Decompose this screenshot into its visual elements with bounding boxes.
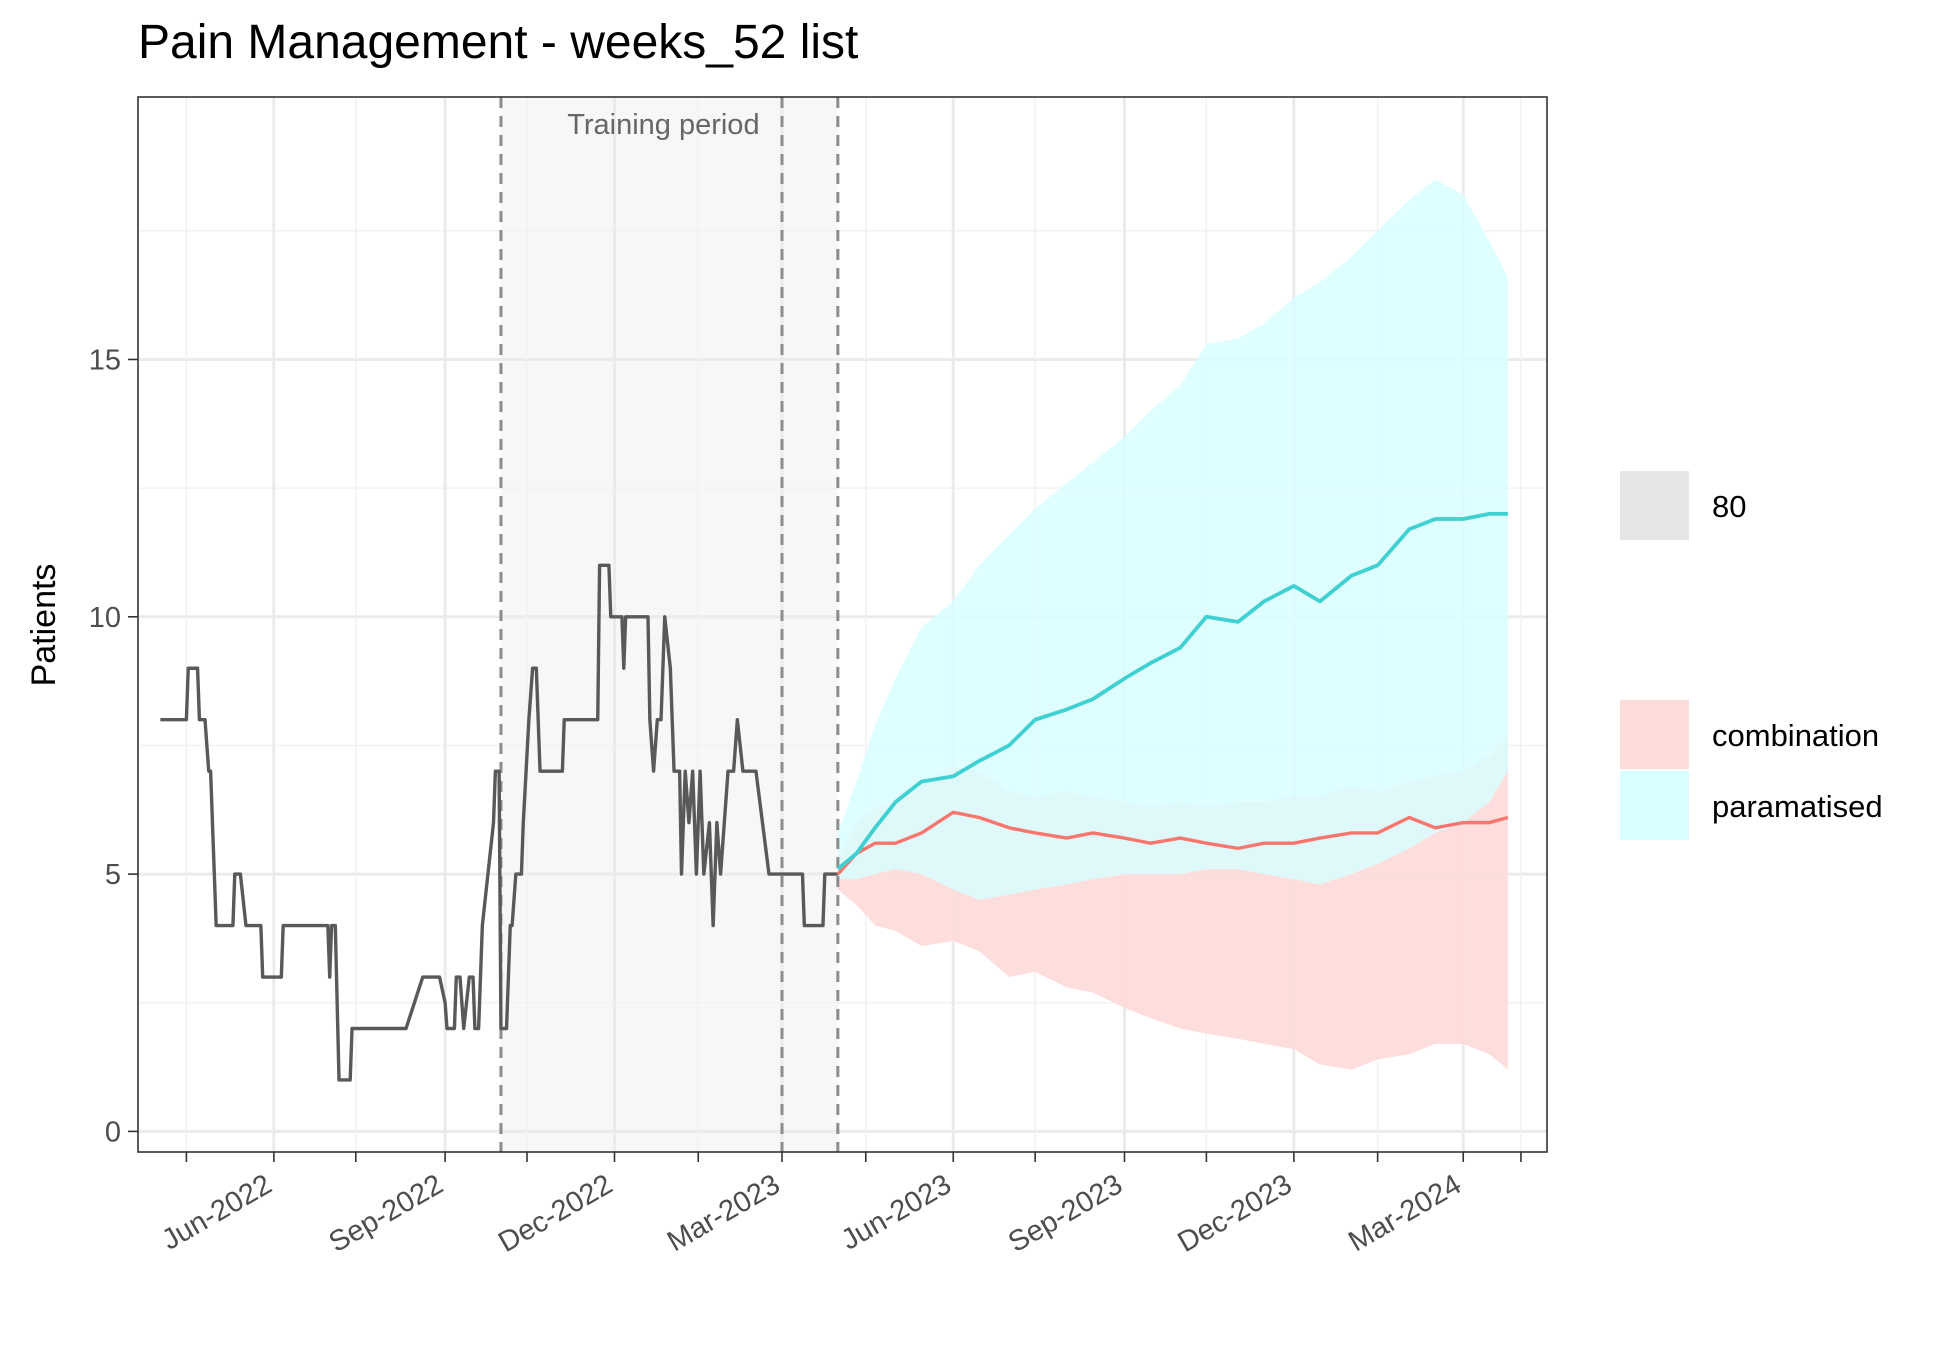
training-period-shade (500, 97, 838, 1152)
x-tick-label: Mar-2024 (1343, 1168, 1466, 1258)
x-tick-label: Dec-2022 (493, 1168, 618, 1259)
x-tick-label: Jun-2022 (157, 1168, 278, 1256)
y-tick-label: 5 (105, 859, 121, 891)
paramatised-interval-band (837, 179, 1508, 900)
legend-key-paramatised (1620, 771, 1689, 840)
interval-bands (837, 179, 1508, 1070)
x-axis: Jun-2022 Sep-2022 Dec-2022 Mar-2023 Jun-2023… (157, 1152, 1522, 1259)
paramatised-line (836, 511, 1508, 871)
training-period-label: Training period (567, 109, 759, 141)
legend-label-paramatised: paramatised (1712, 789, 1883, 824)
plot-panel: Training period (137, 96, 1548, 1153)
x-tick-label: Sep-2023 (1003, 1168, 1128, 1259)
legend-label-interval: 80 (1712, 489, 1746, 524)
y-axis-label: Patients (25, 564, 63, 687)
legend-label-combination: combination (1712, 718, 1879, 753)
y-axis: 0 5 10 15 (89, 344, 138, 1148)
x-tick-label: Sep-2022 (324, 1168, 449, 1259)
training-shade-rect (500, 97, 838, 1152)
y-tick-label: 15 (89, 344, 121, 376)
combination-line (836, 810, 1509, 876)
chart-title: Pain Management - weeks_52 list (138, 16, 858, 69)
y-tick-label: 0 (105, 1116, 121, 1148)
legend: 80 combination paramatised (1620, 471, 1883, 840)
x-tick-label: Mar-2023 (662, 1168, 785, 1258)
x-tick-label: Dec-2023 (1172, 1168, 1297, 1259)
series-lines (160, 511, 1509, 1082)
y-tick-label: 10 (89, 602, 121, 634)
legend-key-combination (1620, 700, 1689, 769)
observed-line (160, 563, 838, 1082)
x-tick-label: Jun-2023 (836, 1168, 957, 1256)
legend-key-interval (1620, 471, 1689, 540)
